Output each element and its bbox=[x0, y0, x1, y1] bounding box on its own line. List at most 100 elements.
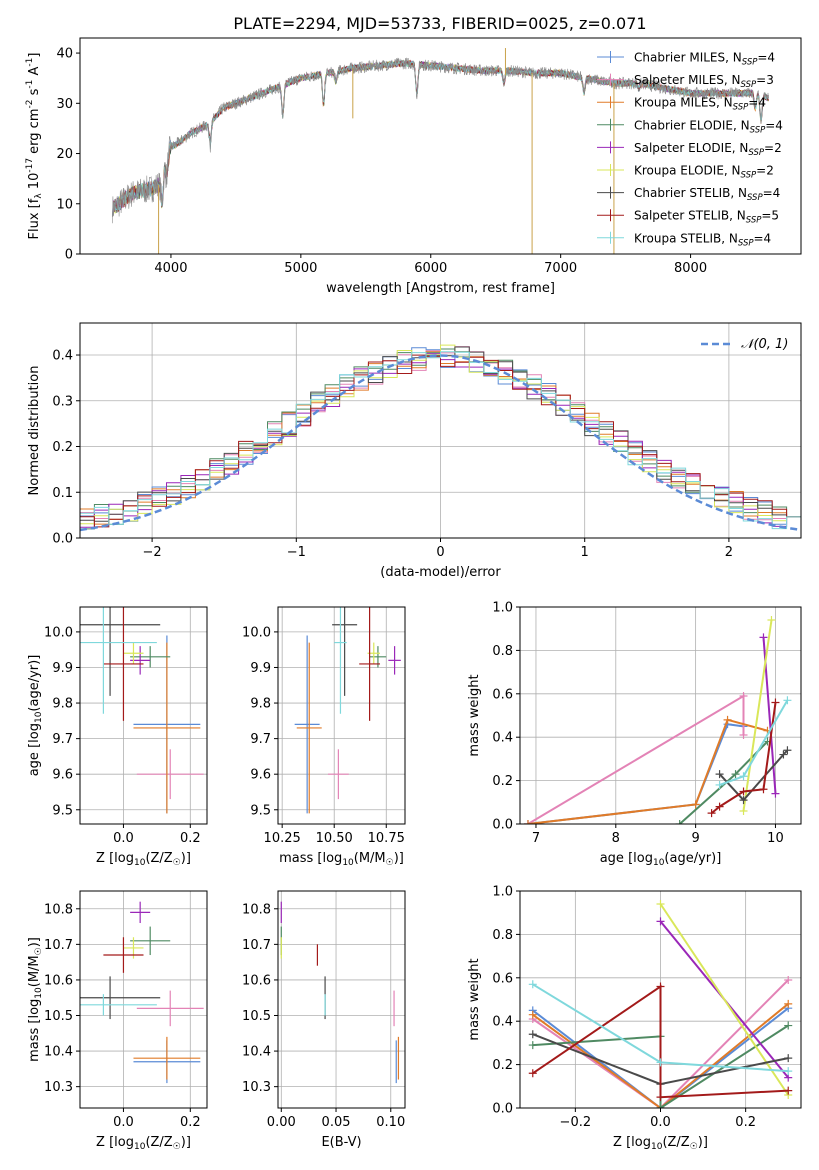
tick-label-y: 0.8 bbox=[492, 644, 513, 659]
weight-line-chabrier-stelib bbox=[718, 749, 789, 802]
weight-point-salpeter-stelib bbox=[528, 1069, 537, 1078]
tick-label-x: 9 bbox=[691, 831, 699, 846]
y-axis-label: Flux [fλ 10-17 erg cm-2 s-1 A-1] bbox=[25, 53, 44, 240]
y-axis-label: Normed distribution bbox=[27, 366, 42, 496]
tick-label-y: 10.4 bbox=[242, 1045, 271, 1060]
tick-label-y: 30 bbox=[56, 97, 73, 112]
y-axis-label: mass weight bbox=[467, 674, 482, 756]
tick-label-x: −2 bbox=[143, 545, 162, 560]
errorbar-salpeter-elodie bbox=[388, 646, 401, 675]
legend-label-salpeter-elodie: Salpeter ELODIE, NSSP=2 bbox=[634, 141, 782, 158]
legend-model: Salpeter ELODIE, N bbox=[634, 141, 748, 155]
axes-border bbox=[519, 890, 802, 1109]
weight-vs-Z-chart: −0.2 0.0 0.2 0.0 0.2 0.4 0.6 0.8 1.0 Z [log10(Z/Z… bbox=[467, 885, 802, 1152]
tick-label-x: 4000 bbox=[154, 261, 187, 276]
legend-subscript: SSP bbox=[750, 125, 766, 135]
weight-point-chabrier-elodie bbox=[784, 1021, 793, 1030]
tick-label-y: 9.6 bbox=[250, 768, 271, 783]
errorbar-kroupa-stelib bbox=[334, 607, 347, 714]
weight-point-salpeter-stelib bbox=[656, 1093, 665, 1102]
weight-point-kroupa-stelib bbox=[783, 696, 792, 705]
tick-label-y: 40 bbox=[56, 47, 73, 62]
errorbar-salpeter-stelib bbox=[103, 607, 144, 721]
label-part: ☉ bbox=[173, 1142, 181, 1152]
weight-point-kroupa-miles bbox=[784, 999, 793, 1008]
legend-subscript: SSP bbox=[741, 171, 757, 181]
legend-label-kroupa-elodie: Kroupa ELODIE, NSSP=2 bbox=[634, 164, 774, 181]
x-axis-label: age [log10(age/yr)] bbox=[600, 851, 722, 868]
tick-label-y: 10.8 bbox=[242, 902, 271, 917]
label-part: -1 bbox=[25, 58, 35, 67]
weight-point-salpeter-stelib bbox=[759, 785, 768, 794]
legend-n-ssp: =2 bbox=[764, 141, 782, 155]
errorbar-chabrier-elodie bbox=[130, 926, 171, 956]
label-part: )] bbox=[27, 937, 42, 947]
legend-subscript: SSP bbox=[748, 148, 764, 158]
label-part: -2 bbox=[25, 100, 35, 109]
axes-border bbox=[79, 37, 802, 255]
tick-label-x: 7 bbox=[532, 831, 540, 846]
tick-label-x: 8 bbox=[612, 831, 620, 846]
legend-n-ssp: =4 bbox=[757, 51, 775, 65]
label-part: (Z/Z bbox=[145, 851, 172, 866]
tick-label-y: 10.0 bbox=[242, 625, 271, 640]
legend-model: Salpeter MILES, N bbox=[634, 73, 741, 87]
tick-label-y: 0.2 bbox=[52, 440, 73, 455]
weight-point-kroupa-elodie bbox=[656, 900, 665, 909]
label-part: A bbox=[27, 66, 42, 79]
weight-point-chabrier-stelib bbox=[528, 1030, 537, 1039]
label-part: (Z/Z bbox=[145, 1135, 172, 1150]
weight-point-chabrier-elodie bbox=[675, 820, 684, 824]
tick-label-y: 0.0 bbox=[492, 1102, 513, 1117]
errorbar-chabrier-stelib bbox=[80, 976, 161, 1020]
plot-area bbox=[294, 607, 401, 814]
mass-vs-EBV-chart: 0.00 0.05 0.10 10.3 10.4 10.5 10.6 10.7 10.8 E(B-… bbox=[242, 890, 406, 1150]
weight-point-kroupa-miles bbox=[723, 715, 732, 724]
label-part: 10 bbox=[651, 1142, 663, 1152]
errorbar-kroupa-miles bbox=[133, 1036, 201, 1080]
x-axis-label: Z [log10(Z/Z☉)] bbox=[96, 1135, 191, 1152]
tick-label-x: 10.50 bbox=[316, 831, 353, 846]
axes-border bbox=[79, 606, 208, 825]
legend-model: Chabrier ELODIE, N bbox=[634, 118, 750, 132]
label-part: age [log bbox=[600, 851, 653, 866]
tick-label-y: 0.2 bbox=[492, 1058, 513, 1073]
spectrum-chart: 4000 5000 6000 7000 8000 0 10 20 30 40 wavelength … bbox=[25, 37, 802, 296]
legend-n-ssp: =4 bbox=[763, 186, 781, 200]
label-part: s bbox=[27, 88, 42, 99]
weight-point-kroupa-elodie bbox=[739, 806, 748, 815]
weight-point-kroupa-stelib bbox=[715, 780, 724, 789]
tick-label-x: 6000 bbox=[414, 261, 447, 276]
tick-label-y: 10.3 bbox=[242, 1080, 271, 1095]
axes-border bbox=[519, 606, 802, 825]
tick-label-x: 10.25 bbox=[264, 831, 301, 846]
weight-point-kroupa-stelib bbox=[656, 1058, 665, 1067]
x-axis-label: (data-model)/error bbox=[380, 565, 501, 580]
weight-point-kroupa-stelib bbox=[739, 772, 748, 781]
plot-area bbox=[112, 48, 769, 254]
label-part: (Z/Z bbox=[662, 1135, 689, 1150]
tick-label-x: −0.2 bbox=[560, 1115, 592, 1130]
legend-model: Salpeter STELIB, N bbox=[634, 209, 746, 223]
axes-border bbox=[277, 890, 406, 1109]
tick-label-y: 9.6 bbox=[52, 768, 73, 783]
label-part: 10 bbox=[653, 858, 665, 868]
tick-label-y: 10.4 bbox=[44, 1045, 73, 1060]
tick-label-y: 9.5 bbox=[250, 803, 271, 818]
tick-label-y: 20 bbox=[56, 147, 73, 162]
tick-label-x: 0.05 bbox=[322, 1115, 351, 1130]
weight-point-salpeter-miles bbox=[739, 731, 748, 740]
legend-subscript: SSP bbox=[742, 58, 758, 68]
label-part: (M/M bbox=[354, 851, 386, 866]
legend-label-salpeter-stelib: Salpeter STELIB, NSSP=5 bbox=[634, 209, 779, 226]
x-axis-label: E(B-V) bbox=[321, 1135, 361, 1150]
legend-n-ssp: =3 bbox=[756, 73, 774, 87]
y-axis-label: mass [log10(M/M☉)] bbox=[27, 937, 44, 1062]
errorbar-salpeter-miles bbox=[327, 749, 349, 800]
legend-label-kroupa-stelib: Kroupa STELIB, NSSP=4 bbox=[634, 231, 771, 248]
x-axis-label: mass [log10(M/M☉)] bbox=[279, 851, 404, 868]
label-part: 10 bbox=[27, 173, 42, 194]
weight-line-salpeter-miles bbox=[527, 694, 745, 824]
tick-label-y: 1.0 bbox=[492, 885, 513, 900]
